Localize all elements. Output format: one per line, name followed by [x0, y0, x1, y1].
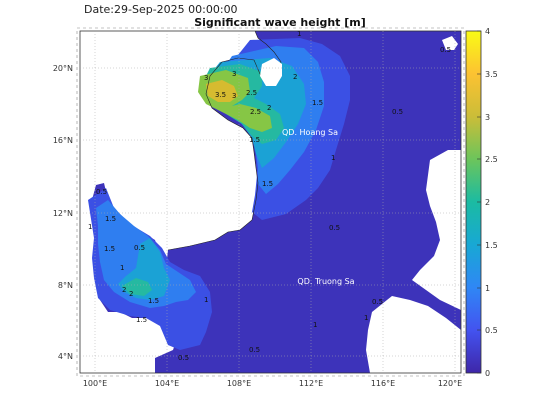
contour-label: 2 [129, 290, 133, 298]
contour-label: 1.5 [262, 180, 273, 188]
contour-label: 1.5 [312, 99, 323, 107]
contour-label: 0.5 [249, 346, 260, 354]
colorbar-tick-1-5: 1.5 [485, 241, 498, 250]
y-tick-20n: 20°N [53, 64, 73, 73]
contour-label: 2 [293, 73, 297, 81]
contour-label: 0.5 [392, 108, 403, 116]
contour-label: 3.5 [215, 91, 226, 99]
map-frame [79, 30, 462, 374]
x-tick-100e: 100°E [83, 379, 107, 388]
colorbar-tick-3: 3 [485, 113, 490, 122]
colorbar: 4 3.5 3 2.5 2 1.5 1 0.5 0 [465, 27, 498, 378]
contour-label: 0.5 [178, 354, 189, 362]
contour-label: 1 [120, 264, 124, 272]
contour-label: 0.5 [440, 46, 451, 54]
contour-labels: 3 3 3.5 3 2.5 2.5 2 2 1.5 1 0.5 0.5 1.5 … [88, 30, 451, 362]
island-borneo [366, 296, 461, 373]
contour-label: 1 [313, 321, 317, 329]
contour-label: 3 [232, 70, 236, 78]
contour-label: 0.5 [96, 188, 107, 196]
x-tick-108e: 108°E [227, 379, 251, 388]
contour-label: 1.5 [105, 215, 116, 223]
colorbar-tick-0: 0 [485, 369, 490, 378]
island-philippines [412, 150, 461, 310]
contour-label: 0.5 [134, 244, 145, 252]
contour-label: 0.5 [372, 298, 383, 306]
date-label: Date:29-Sep-2025 00:00:00 [84, 3, 238, 16]
label-hoang-sa: QD. Hoang Sa [282, 128, 338, 137]
contour-label: 3 [204, 74, 208, 82]
contour-label: 0.5 [329, 224, 340, 232]
contour-label: 1.5 [249, 136, 260, 144]
colorbar-tick-2-5: 2.5 [485, 155, 498, 164]
x-tick-104e: 104°E [155, 379, 179, 388]
grid-lines [80, 31, 461, 373]
colorbar-tick-0-5: 0.5 [485, 326, 498, 335]
island-hainan [260, 58, 282, 86]
map-title: Significant wave height [m] [194, 16, 366, 29]
map-border [76, 27, 465, 377]
colorbar-tick-4: 4 [485, 27, 490, 36]
y-tick-16n: 16°N [53, 136, 73, 145]
contour-label: 1 [204, 296, 208, 304]
contour-label: 1 [88, 223, 92, 231]
x-tick-116e: 116°E [371, 379, 395, 388]
contour-label: 1 [364, 314, 368, 322]
colorbar-tick-3-5: 3.5 [485, 70, 498, 79]
contour-label: 1 [297, 30, 301, 38]
contour-label: 2.5 [246, 89, 257, 97]
contour-label: 1 [331, 154, 335, 162]
contour-label: 3 [232, 92, 236, 100]
contour-label: 2.5 [250, 108, 261, 116]
contour-label: 2 [267, 104, 271, 112]
colorbar-tick-1: 1 [485, 284, 490, 293]
map-plot-area [80, 31, 461, 373]
contour-label: 2 [122, 286, 126, 294]
x-tick-120e: 120°E [438, 379, 462, 388]
y-tick-12n: 12°N [53, 209, 73, 218]
y-tick-4n: 4°N [58, 352, 73, 361]
y-tick-8n: 8°N [58, 281, 73, 290]
contour-label: 1.5 [148, 297, 159, 305]
colorbar-tick-2: 2 [485, 198, 490, 207]
x-tick-112e: 112°E [299, 379, 323, 388]
contour-fill-3-5 [206, 80, 238, 102]
label-truong-sa: QD. Truong Sa [297, 277, 354, 286]
contour-label: 1.5 [136, 316, 147, 324]
island-taiwan [442, 36, 458, 50]
contour-label: 1.5 [104, 245, 115, 253]
